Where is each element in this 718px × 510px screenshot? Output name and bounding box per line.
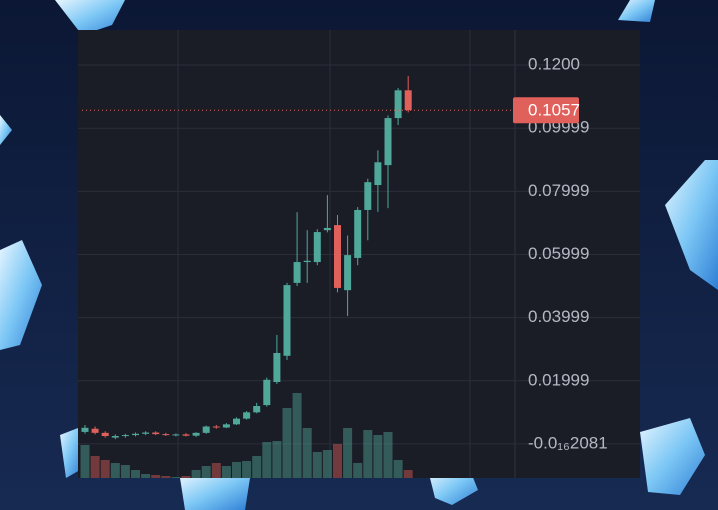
y-tick-label: 0.1200	[528, 55, 580, 74]
volume-bar	[80, 445, 90, 478]
candle-body	[111, 436, 119, 438]
volume-bar	[181, 476, 191, 478]
candle-body	[91, 428, 99, 433]
candle-body	[404, 90, 412, 111]
candle-body	[253, 406, 261, 413]
volume-bar	[302, 428, 312, 478]
last-price-tag	[513, 97, 579, 124]
candle-body	[212, 426, 220, 428]
candle-body	[81, 427, 89, 432]
vertical-grid	[177, 30, 471, 478]
candle-body	[152, 432, 160, 435]
candle-body	[172, 434, 180, 436]
candle-body	[182, 434, 190, 436]
last-price-label: 0.1057	[528, 101, 580, 120]
y-tick-label: 0.05999	[528, 244, 589, 263]
volume-bar	[120, 465, 130, 478]
y-tick-label: 0.01999	[528, 370, 589, 389]
volume-bar	[373, 435, 383, 478]
volume-bar	[322, 450, 332, 478]
candle-body	[162, 434, 170, 436]
volume-bar	[363, 430, 373, 478]
volume-bar	[272, 441, 282, 478]
volume-bar	[221, 466, 231, 478]
volume-bar	[403, 470, 413, 478]
volume-bar	[312, 452, 322, 478]
volume-bar	[353, 463, 363, 478]
candle-body	[132, 433, 139, 436]
candle-body	[192, 432, 200, 436]
candle-body	[364, 182, 372, 210]
y-tick-label: -0.0₁₆2081	[528, 433, 608, 452]
volume-bar	[393, 460, 403, 478]
candle-body	[323, 227, 331, 231]
candle-body	[273, 352, 281, 383]
plot: 0.12000.099990.079990.059990.039990.0199…	[78, 55, 640, 478]
candle-body	[101, 432, 109, 437]
volume-bar	[232, 462, 241, 478]
candle-body	[313, 232, 321, 263]
volume-bar	[191, 470, 201, 478]
volume-bar	[343, 428, 353, 478]
candle-body	[334, 225, 341, 288]
volume-bar	[282, 408, 292, 478]
candle-body	[344, 255, 352, 291]
candle-body	[384, 118, 392, 166]
volume-bar	[333, 444, 342, 478]
candle-body	[121, 435, 129, 437]
volume-bar	[242, 461, 252, 478]
volume-bar	[252, 456, 262, 478]
candle-body	[303, 260, 311, 263]
candle-body	[202, 426, 210, 433]
volume-bar	[110, 463, 120, 478]
candle-body	[394, 90, 402, 119]
volume-bar	[151, 475, 161, 478]
volume-bar	[201, 466, 211, 478]
volume-bar	[211, 463, 221, 478]
candle-body	[354, 209, 362, 258]
candle-body	[142, 432, 150, 434]
volume-bar	[141, 474, 151, 478]
volume-bar	[131, 470, 140, 478]
candle-body	[293, 262, 301, 283]
y-tick-label: 0.03999	[528, 307, 589, 326]
candle-body	[222, 424, 230, 428]
volume-bar	[292, 393, 302, 478]
candle-body	[374, 162, 382, 186]
volume-bar	[90, 456, 100, 478]
y-tick-label: 0.07999	[528, 181, 589, 200]
volume-bar	[100, 460, 110, 478]
candle-body	[283, 285, 291, 356]
candle-body	[233, 418, 240, 425]
volume-bar	[161, 476, 171, 478]
candle-body	[243, 412, 251, 419]
volume-bar	[262, 442, 272, 478]
candle-body	[263, 379, 271, 406]
volume-bar	[383, 432, 393, 478]
volume-bar	[171, 477, 181, 478]
